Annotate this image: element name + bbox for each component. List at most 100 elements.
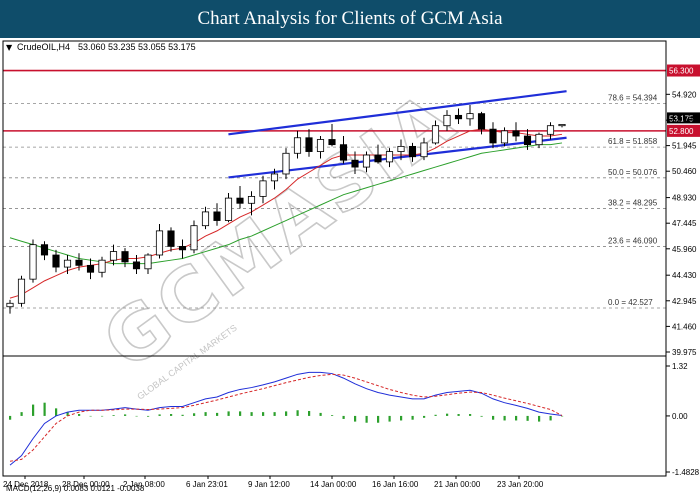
macd-histogram-bar <box>285 411 288 416</box>
macd-histogram-bar <box>181 414 184 416</box>
price-level-tag <box>667 124 700 137</box>
price-tick-label: 48.930 <box>672 194 697 203</box>
candle-body <box>270 173 279 182</box>
candle-body <box>132 261 141 270</box>
current-price-label: 53.175 <box>669 114 694 123</box>
candlesticks <box>6 105 566 314</box>
candle-body <box>477 113 486 130</box>
candle-body <box>512 130 520 137</box>
chart-background <box>0 38 700 500</box>
macd-histogram-bar <box>9 415 12 420</box>
time-axis: 24 Dec 2018 28 Dec 00:00 2 Jan 08:00 6 Jan … <box>3 476 544 489</box>
candle-body <box>247 195 256 204</box>
macd-histogram-bar <box>365 415 368 423</box>
macd-histogram-bar <box>400 415 403 421</box>
main-panel-border <box>2 40 667 477</box>
macd-histogram-bar <box>377 415 380 423</box>
candle-body <box>420 142 428 158</box>
price-level-tag-label: 52.800 <box>669 127 694 136</box>
price-tick-label: 45.960 <box>672 245 697 254</box>
macd-tick-label: 1.32 <box>672 362 688 371</box>
macd-histogram-bar <box>319 412 322 416</box>
time-tick-label: 21 Jan 00:00 <box>434 480 481 489</box>
candle-body <box>17 278 26 304</box>
candle-body <box>201 211 210 227</box>
macd-histogram-bar <box>423 415 426 418</box>
candle-body <box>29 244 37 280</box>
ohlc-readout: 53.060 53.235 53.055 53.175 <box>78 42 196 52</box>
candle-body <box>213 211 221 221</box>
time-tick-label: 23 Jan 20:00 <box>497 480 544 489</box>
macd-histogram-bar <box>354 415 357 422</box>
macd-histogram-bar <box>469 414 472 416</box>
candle-body <box>454 114 463 120</box>
macd-histogram-bar <box>538 415 541 422</box>
candle-body <box>397 145 405 152</box>
macd-signal-line <box>9 373 563 462</box>
macd-histogram-bar <box>549 415 552 421</box>
time-tick-label: 24 Dec 2018 <box>3 480 49 489</box>
candle-body <box>155 230 164 256</box>
macd-histogram-bar <box>446 413 449 416</box>
candle-body <box>144 254 152 270</box>
candle-body <box>178 245 187 251</box>
price-axis: 54.920 53.420 51.945 50.460 48.930 47.445 45.9… <box>2 40 697 477</box>
macd-histogram-bar <box>204 412 207 416</box>
candle-body <box>546 125 555 135</box>
fib-level-label: 50.0 = 50.076 <box>608 168 658 177</box>
macd-histogram-bar <box>561 415 564 417</box>
candle-body <box>316 139 325 152</box>
macd-histogram-bar <box>216 412 219 416</box>
candle-body <box>259 180 267 197</box>
fib-level-label: 23.6 = 46.090 <box>608 237 658 246</box>
macd-histogram-bar <box>273 412 276 416</box>
price-tick-label: 51.945 <box>672 142 697 151</box>
macd-histogram-bar <box>331 415 334 416</box>
macd-histogram-bar <box>170 414 173 416</box>
candle-body <box>535 133 543 146</box>
candle-body <box>558 124 566 127</box>
candle-body <box>86 264 95 273</box>
candle-body <box>190 225 198 251</box>
price-level-tag-label: 56.300 <box>669 67 694 76</box>
current-price-tag <box>667 112 700 124</box>
candle-body <box>443 114 451 127</box>
candle-body <box>362 154 371 168</box>
fib-level-label: 0.0 = 42.527 <box>608 298 653 307</box>
price-tick-label: 44.430 <box>672 271 697 280</box>
collapse-triangle-icon[interactable]: ▼ <box>6 43 13 52</box>
macd-histogram-bar <box>457 414 460 416</box>
macd-histogram-bar <box>308 411 311 416</box>
candle-body <box>385 151 394 163</box>
candle-body <box>40 244 49 256</box>
macd-histogram-bar <box>158 414 161 416</box>
candle-body <box>224 197 233 221</box>
macd-histogram-bar <box>227 411 230 416</box>
candle-body <box>109 251 118 261</box>
macd-histogram-bar <box>388 415 391 422</box>
candle-body <box>466 113 474 120</box>
candle-body <box>489 128 497 144</box>
macd-panel: 1.32 0.00 -1.4828 <box>9 362 700 477</box>
symbol-label: CrudeOIL,H4 <box>17 42 70 52</box>
candle-body <box>328 139 336 146</box>
time-tick-label: 9 Jan 12:00 <box>248 480 290 489</box>
macd-histogram-bar <box>20 412 23 416</box>
price-tick-label: 50.460 <box>672 167 697 176</box>
time-tick-label: 16 Jan 16:00 <box>372 480 419 489</box>
candle-body <box>374 154 382 163</box>
macd-histogram-bar <box>434 414 437 416</box>
macd-histogram-bar <box>78 414 81 416</box>
macd-histogram-bar <box>124 414 127 416</box>
macd-histogram-bar <box>193 413 196 416</box>
chart-header: ▼ CrudeOIL,H4 53.060 53.235 53.055 53.17… <box>6 42 196 52</box>
macd-histogram-bar <box>503 415 506 421</box>
macd-histogram-bar <box>480 415 483 417</box>
candle-body <box>121 251 129 263</box>
price-tick-label: 47.445 <box>672 219 697 228</box>
candle-body <box>236 197 244 204</box>
price-level-tag <box>667 64 700 77</box>
fib-level-label: 78.6 = 54.394 <box>608 93 658 102</box>
macd-histogram-bar <box>492 415 495 420</box>
candle-body <box>431 125 440 144</box>
